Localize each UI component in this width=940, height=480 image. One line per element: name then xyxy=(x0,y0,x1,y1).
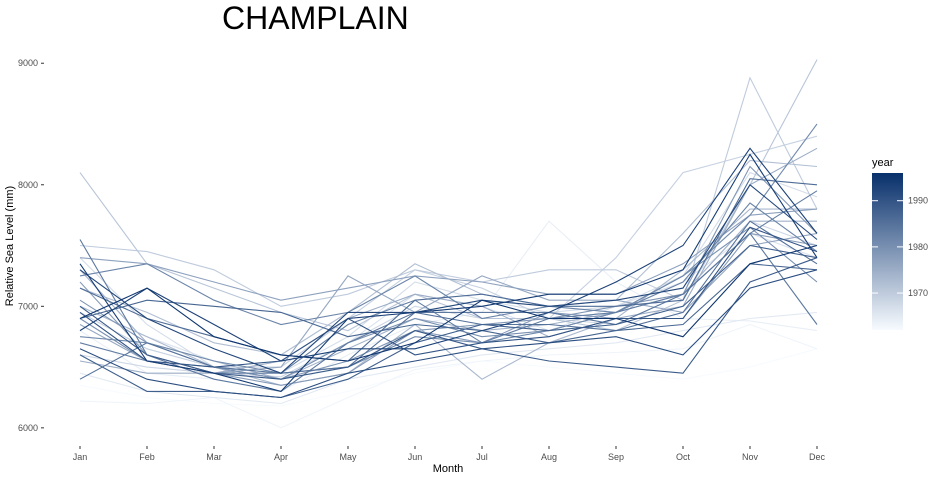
y-tick-label: 8000 xyxy=(18,180,38,190)
chart-title: CHAMPLAIN xyxy=(222,0,409,36)
series-line-1971 xyxy=(79,59,818,332)
x-axis: Jan Feb Mar Apr May Jun Jul Aug Sep Oct Nov Dec xyxy=(73,446,826,462)
x-tick-label: Aug xyxy=(541,452,557,462)
series-line-1984 xyxy=(79,232,818,392)
legend-title: year xyxy=(872,157,894,169)
y-tick-label: 6000 xyxy=(18,423,38,433)
x-tick-label: Sep xyxy=(608,452,624,462)
series-line-1967 xyxy=(79,171,818,374)
legend-ticks: 1970 1980 1990 xyxy=(872,196,928,298)
x-tick-label: Feb xyxy=(139,452,155,462)
x-tick-label: Jan xyxy=(73,452,88,462)
x-tick-label: Nov xyxy=(742,452,759,462)
series-line-1990 xyxy=(79,226,818,368)
series-line-1963 xyxy=(79,323,818,429)
y-tick-label: 9000 xyxy=(18,58,38,68)
series-line-1983 xyxy=(79,190,818,374)
x-tick-label: Apr xyxy=(274,452,288,462)
series-line-1977 xyxy=(79,208,818,301)
colorbar xyxy=(872,173,903,330)
series-line-1975 xyxy=(79,147,818,374)
series-line-1987 xyxy=(79,263,818,344)
legend-colorbar: year 1970 1980 1990 xyxy=(872,157,928,330)
legend-tick-label: 1980 xyxy=(908,242,928,252)
series-line-1985 xyxy=(79,220,818,380)
series-line-1993 xyxy=(79,147,818,362)
x-tick-label: Mar xyxy=(206,452,222,462)
series-line-1988 xyxy=(79,244,818,399)
x-tick-label: Jul xyxy=(476,452,488,462)
x-tick-label: Dec xyxy=(809,452,826,462)
y-axis-label: Relative Sea Level (mm) xyxy=(4,186,16,306)
x-tick-label: Oct xyxy=(676,452,691,462)
series-line-1970 xyxy=(79,76,818,307)
series-line-1965 xyxy=(79,311,818,405)
series-line-1991 xyxy=(79,269,818,399)
x-axis-label: Month xyxy=(433,463,464,475)
x-tick-label: Jun xyxy=(408,452,423,462)
series-line-1995 xyxy=(79,244,818,362)
x-tick-label: May xyxy=(339,452,357,462)
series-line-1992 xyxy=(79,183,818,374)
legend-tick-label: 1970 xyxy=(908,288,928,298)
y-axis: 6000 7000 8000 9000 xyxy=(18,58,44,433)
series-line-1962 xyxy=(79,348,818,407)
y-tick-label: 7000 xyxy=(18,301,38,311)
legend-tick-label: 1990 xyxy=(908,196,928,206)
series-line-1968 xyxy=(79,220,818,378)
series-line-1994 xyxy=(79,153,818,393)
series-line-1973 xyxy=(79,208,817,386)
series-line-1986 xyxy=(79,178,818,362)
series-lines xyxy=(79,59,818,429)
